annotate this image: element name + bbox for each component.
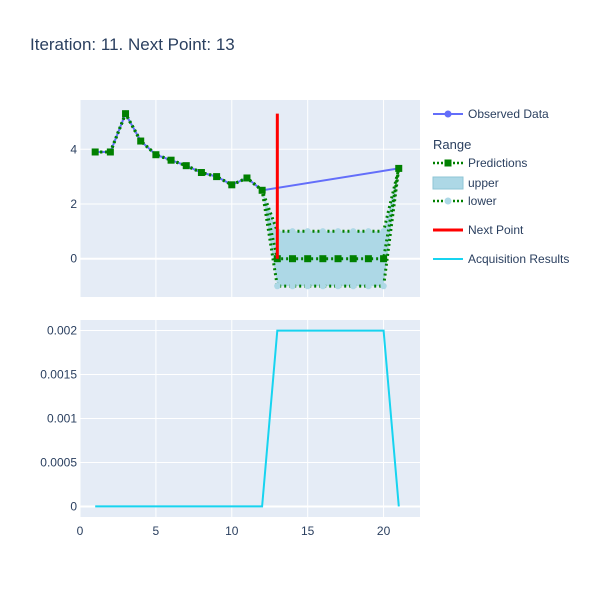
acquisition-results-line — [95, 329, 400, 508]
legend-label-acquisition-results: Acquisition Results — [468, 252, 569, 266]
x-tick-label: 10 — [225, 524, 239, 538]
x-tick-label: 5 — [153, 524, 160, 538]
bottom-x-ticks: 0 5 10 15 20 — [77, 524, 391, 538]
bottom-series — [95, 329, 400, 508]
lower-point — [350, 282, 357, 290]
prediction-point — [228, 181, 236, 189]
y-tick-label: 0.0005 — [40, 455, 77, 469]
legend-item-predictions[interactable]: Predictions — [433, 156, 527, 170]
legend-item-lower[interactable]: lower — [433, 194, 497, 208]
x-tick-label: 0 — [77, 524, 84, 538]
prediction-point — [243, 174, 251, 182]
prediction-point — [152, 151, 160, 159]
upper-point — [304, 228, 311, 235]
lower-point — [319, 282, 327, 290]
legend-item-next-point[interactable]: Next Point — [433, 223, 524, 237]
lower-point — [274, 282, 281, 290]
lower-point — [380, 282, 387, 290]
prediction-point — [182, 162, 190, 170]
upper-point — [380, 228, 387, 235]
top-subplot: 0 2 4 — [70, 100, 420, 297]
upper-point — [350, 228, 357, 235]
top-series — [91, 110, 403, 290]
x-tick-label: 20 — [377, 524, 391, 538]
y-tick-label: 0.0015 — [40, 368, 77, 382]
lower-point — [304, 282, 311, 290]
legend-label-observed-data: Observed Data — [468, 107, 549, 121]
y-tick-label: 0 — [70, 252, 77, 266]
lower-point — [289, 282, 296, 290]
prediction-point — [91, 148, 99, 156]
prediction-point — [395, 164, 403, 172]
legend-label-lower: lower — [468, 194, 497, 208]
prediction-point — [364, 255, 372, 263]
y-tick-label: 0 — [70, 499, 77, 513]
uncertainty-band — [95, 113, 399, 287]
prediction-point — [213, 173, 221, 181]
y-tick-label: 0.002 — [47, 324, 77, 338]
prediction-point — [122, 110, 130, 118]
prediction-point — [258, 186, 266, 194]
upper-point — [334, 228, 342, 235]
legend-item-observed-data[interactable]: Observed Data — [433, 107, 549, 121]
bottom-subplot: 0 0.0005 0.001 0.0015 0.002 0 5 10 15 20 — [40, 320, 420, 538]
lower-point — [365, 282, 372, 290]
lower-point — [334, 282, 342, 290]
bottom-y-ticks: 0 0.0005 0.001 0.0015 0.002 — [40, 324, 77, 514]
prediction-point — [380, 255, 388, 263]
prediction-point — [137, 137, 145, 145]
x-tick-label: 15 — [301, 524, 315, 538]
legend-label-predictions: Predictions — [468, 156, 527, 170]
y-tick-label: 2 — [70, 197, 77, 211]
legend-item-upper[interactable]: upper — [432, 176, 499, 190]
uncertainty-band-fill — [95, 113, 399, 287]
legend-group-title: Range — [433, 137, 471, 152]
prediction-point — [106, 148, 114, 156]
prediction-point — [304, 255, 312, 263]
upper-point — [319, 228, 327, 235]
top-y-ticks: 0 2 4 — [70, 142, 77, 265]
legend: Observed Data Range Predictions upper lo… — [432, 107, 569, 266]
chart-title: Iteration: 11. Next Point: 13 — [30, 35, 235, 54]
prediction-point — [334, 255, 342, 263]
legend-label-upper: upper — [468, 176, 499, 190]
prediction-point — [289, 255, 296, 263]
legend-item-acquisition-results[interactable]: Acquisition Results — [433, 252, 569, 266]
legend-label-next-point: Next Point — [468, 223, 524, 237]
y-tick-label: 4 — [70, 142, 77, 156]
prediction-point — [319, 255, 327, 263]
prediction-point — [167, 156, 175, 164]
upper-point — [365, 228, 372, 235]
prediction-point — [197, 169, 205, 177]
upper-point — [289, 228, 296, 235]
y-tick-label: 0.001 — [47, 412, 77, 426]
prediction-point — [349, 255, 357, 263]
